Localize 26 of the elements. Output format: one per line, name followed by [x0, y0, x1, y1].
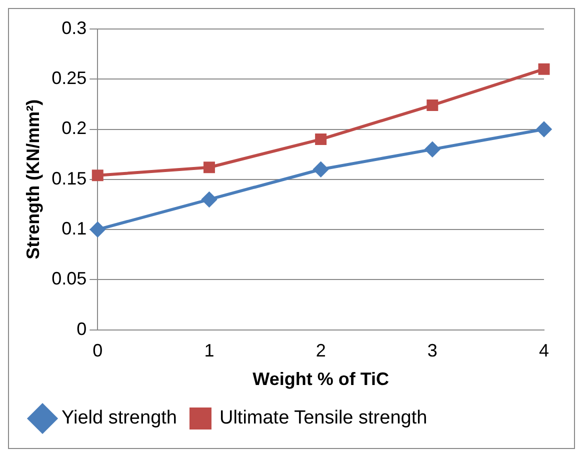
point: [90, 222, 106, 238]
y-tick-label: 0.15: [52, 168, 87, 188]
x-tick-label: 4: [538, 340, 550, 361]
y-tick-label: 0.25: [52, 68, 87, 88]
legend-label: Ultimate Tensile strength: [219, 408, 428, 429]
x-tick-label: 0: [92, 340, 103, 361]
y-axis-title: Strength (KN/mm²): [22, 99, 43, 260]
point: [203, 162, 215, 174]
point: [313, 162, 328, 177]
point: [538, 63, 550, 75]
point: [202, 192, 217, 207]
y-tick-label: 0.3: [62, 18, 87, 38]
x-axis-title: Weight % of TiC: [252, 369, 389, 390]
point: [315, 134, 327, 146]
point: [424, 142, 440, 157]
y-tick-label: 0: [76, 318, 87, 339]
point: [426, 99, 438, 111]
legend-label: Yield strength: [62, 408, 177, 429]
x-tick-label: 2: [316, 340, 326, 361]
y-tick-label: 0.1: [62, 218, 87, 238]
y-tick-label: 0.05: [52, 268, 87, 289]
y-tick-label: 0.2: [62, 118, 87, 138]
point: [92, 170, 104, 182]
x-tick-label: 1: [204, 340, 214, 361]
x-tick-label: 3: [427, 340, 438, 361]
point: [536, 122, 552, 137]
